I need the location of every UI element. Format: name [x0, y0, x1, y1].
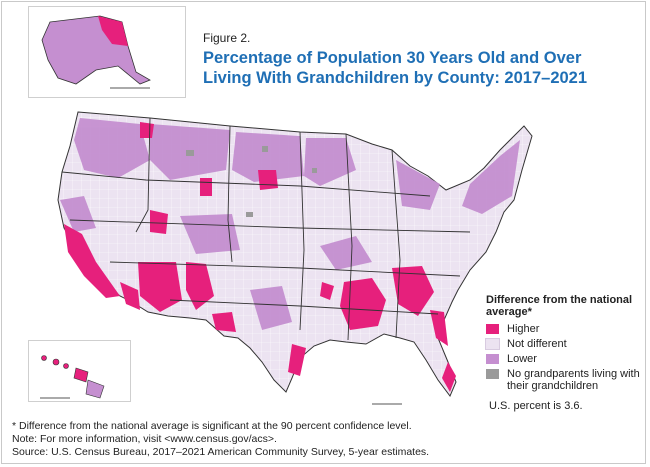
legend-label-none: No grandparents living with their grandc… — [507, 368, 640, 392]
swatch-not-different — [485, 338, 500, 350]
legend-label-lower: Lower — [507, 353, 537, 365]
legend-item-higher: Higher — [486, 323, 646, 335]
hawaii-islands — [41, 355, 105, 399]
map-title: Percentage of Population 30 Years Old an… — [203, 48, 623, 88]
alaska-shape — [41, 15, 151, 85]
legend-label-higher: Higher — [507, 323, 540, 335]
alaska-high-area — [98, 16, 128, 46]
source-text: Source: U.S. Census Bureau, 2017–2021 Am… — [12, 446, 430, 458]
swatch-higher — [486, 324, 499, 334]
none-regions — [186, 146, 317, 217]
notes: * Difference from the national average i… — [12, 420, 429, 459]
title-line-1: Percentage of Population 30 Years Old an… — [203, 49, 582, 67]
legend-item-not-different: Not different — [485, 338, 646, 350]
higher-regions — [64, 122, 456, 392]
note-link-text: Note: For more information, visit <www.c… — [12, 433, 277, 445]
state-borders — [61, 117, 471, 341]
legend-heading: Difference from the national average* — [486, 294, 633, 318]
legend: Difference from the national average* Hi… — [485, 294, 646, 395]
legend-item-lower: Lower — [486, 353, 646, 365]
legend-item-none: No grandparents living with their grandc… — [486, 368, 646, 392]
us-percent-note: U.S. percent is 3.6. — [489, 400, 583, 412]
title-line-2: Living With Grandchildren by County: 201… — [203, 69, 588, 87]
legend-label-not-different: Not different — [507, 338, 567, 350]
footnote: * Difference from the national average i… — [12, 420, 412, 432]
figure-label: Figure 2. — [203, 31, 251, 45]
swatch-none — [486, 369, 499, 379]
swatch-lower — [486, 354, 499, 364]
